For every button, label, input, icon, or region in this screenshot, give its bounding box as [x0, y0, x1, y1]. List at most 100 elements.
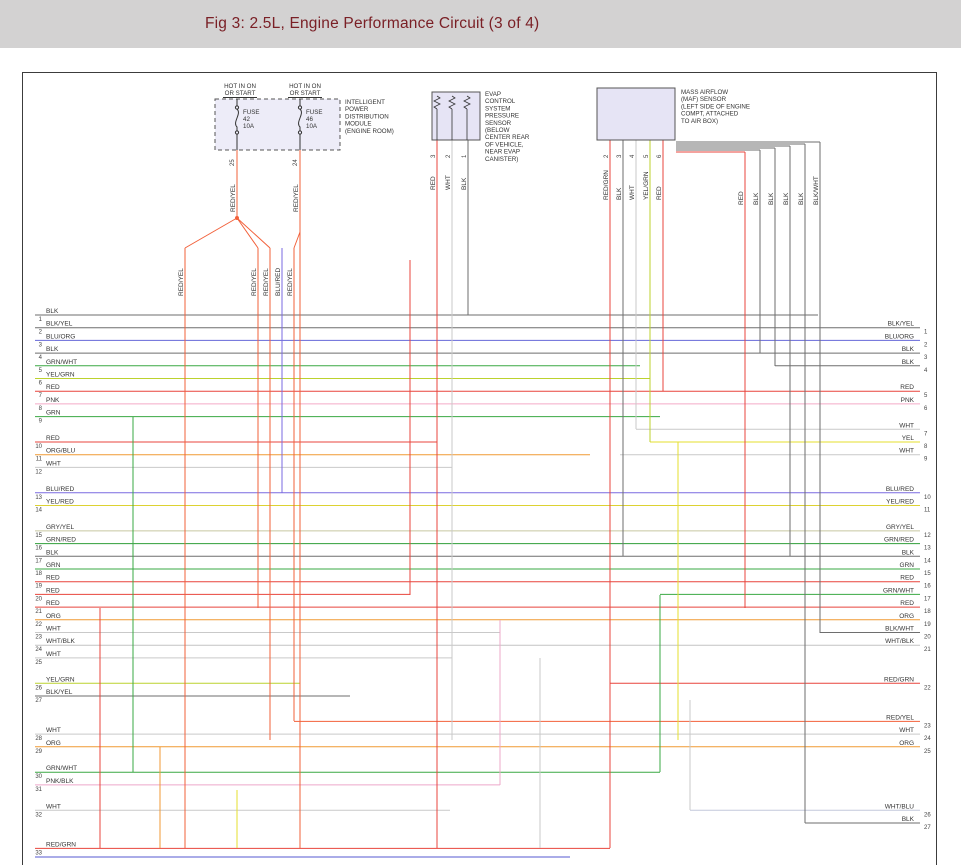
wire-color-label: ORG/BLU [46, 448, 76, 455]
pin-number: 4 [39, 355, 43, 361]
sensor-pin-number: 3 [431, 154, 437, 158]
wire-color-label: GRN/WHT [883, 587, 914, 594]
wire-color-label: YEL/GRN [643, 171, 650, 200]
pin-number: 7 [39, 393, 43, 399]
hot-feed-label: HOT IN ON [224, 83, 256, 90]
pin-number: 30 [35, 774, 42, 780]
pin-number: 22 [924, 685, 931, 691]
wire-color-label: BLK [902, 816, 915, 823]
pin-number: 28 [35, 736, 42, 742]
resistor-symbol [433, 95, 441, 110]
wire-color-label: RED/GRN [603, 170, 610, 200]
hot-feed-label: OR START [225, 90, 256, 97]
pin-number: 33 [35, 850, 42, 856]
wire-color-label: GRN/WHT [46, 359, 77, 366]
wire-color-label: RED [46, 575, 60, 582]
evap-label: CANISTER) [485, 156, 518, 163]
wire-color-label: BLK [461, 177, 468, 190]
wire-color-label: GRN/WHT [46, 765, 77, 772]
wire-diagonal [236, 217, 259, 249]
wire-color-label: RED/YEL [251, 268, 258, 296]
wire-color-label: BLK [902, 346, 915, 353]
wire-color-label: BLK [768, 192, 775, 205]
pin-number: 12 [35, 469, 42, 475]
wire-color-label: GRN/RED [884, 537, 914, 544]
pin-number: 22 [35, 622, 42, 628]
evap-label: SENSOR [485, 120, 512, 127]
wire-color-label: WHT [46, 460, 61, 467]
evap-label: NEAR EVAP [485, 149, 520, 156]
wire-color-label: BLK [616, 187, 623, 200]
wire-color-label: RED/YEL [886, 714, 914, 721]
pin-number: 12 [924, 533, 931, 539]
wire-color-label: RED/GRN [46, 841, 76, 848]
wire-color-label: WHT [629, 185, 636, 200]
wire-color-label: RED/YEL [263, 268, 270, 296]
wire-color-label: BLU/RED [46, 486, 74, 493]
pin-number: 3 [924, 355, 928, 361]
evap-sensor-box [431, 91, 481, 141]
pin-number: 29 [35, 749, 42, 755]
wire-color-label: WHT [899, 727, 914, 734]
wire-color-label: YEL/RED [46, 499, 74, 506]
evap-label: OF VEHICLE, [485, 141, 524, 148]
wire-color-label: BLK [46, 308, 59, 315]
wire-color-label: GRY/YEL [46, 524, 74, 531]
pin-number: 6 [924, 406, 928, 412]
wire-color-label: BLK [753, 192, 760, 205]
wire-color-label: BLK/WHT [813, 176, 820, 205]
wire-color-label: BLK [46, 549, 59, 556]
wire-color-label: ORG [899, 740, 914, 747]
wire-diagonal [184, 217, 238, 249]
hot-feed-label: OR START [290, 90, 321, 97]
pin-number: 19 [924, 622, 931, 628]
pin-number: 5 [39, 368, 43, 374]
sensor-pin-number: 1 [462, 154, 468, 158]
pin-number: 21 [924, 647, 931, 653]
pin-number: 20 [924, 635, 931, 641]
wire-color-label: RED [46, 600, 60, 607]
wire-color-label: GRN [900, 562, 915, 569]
wire-color-label: WHT/BLK [46, 638, 76, 645]
pin-number: 31 [35, 787, 42, 793]
pin-number: 14 [924, 558, 931, 564]
sensor-pin-number: 6 [657, 154, 663, 158]
pin-number: 13 [924, 546, 931, 552]
wire-color-label: WHT [899, 422, 914, 429]
pin-number: 27 [924, 825, 931, 831]
pin-number: 17 [924, 596, 931, 602]
sensor-pin-number: 2 [604, 154, 610, 158]
fuse-label: 10A [243, 123, 255, 130]
evap-label: CONTROL [485, 98, 516, 105]
pin-number: 27 [35, 698, 42, 704]
wire-color-label: YEL/GRN [46, 676, 75, 683]
wire-color-label: WHT [46, 727, 61, 734]
wire-color-label: BLU/RED [886, 486, 914, 493]
wire-color-label: BLU/ORG [46, 333, 75, 340]
fuse-label: 10A [306, 123, 318, 130]
wire-color-label: YEL [902, 435, 915, 442]
pin-number: 25 [35, 660, 42, 666]
wire-color-label: GRN [46, 410, 61, 417]
wire-color-label: RED/YEL [230, 184, 237, 212]
sensor-pin-number: 5 [644, 154, 650, 158]
pin-number: 7 [924, 431, 928, 437]
wire-color-label: GRN/RED [46, 537, 76, 544]
pin-number: 18 [924, 609, 931, 615]
fuse-pin-number: 24 [293, 159, 299, 166]
ipdm-label: MODULE [345, 121, 371, 128]
evap-label: EVAP [485, 91, 501, 98]
wire-color-label: RED [46, 435, 60, 442]
pin-number: 8 [39, 406, 43, 412]
wire-color-label: RED [46, 587, 60, 594]
pin-number: 26 [924, 812, 931, 818]
pin-number: 19 [35, 584, 42, 590]
pin-number: 2 [924, 342, 928, 348]
wire-color-label: RED/YEL [178, 268, 185, 296]
wire-color-label: WHT [445, 175, 452, 190]
wire-color-label: WHT/BLU [885, 803, 915, 810]
pin-number: 20 [35, 596, 42, 602]
wire-color-label: RED/YEL [293, 184, 300, 212]
evap-label: (BELOW [485, 127, 510, 134]
wire-color-label: YEL/RED [886, 499, 914, 506]
